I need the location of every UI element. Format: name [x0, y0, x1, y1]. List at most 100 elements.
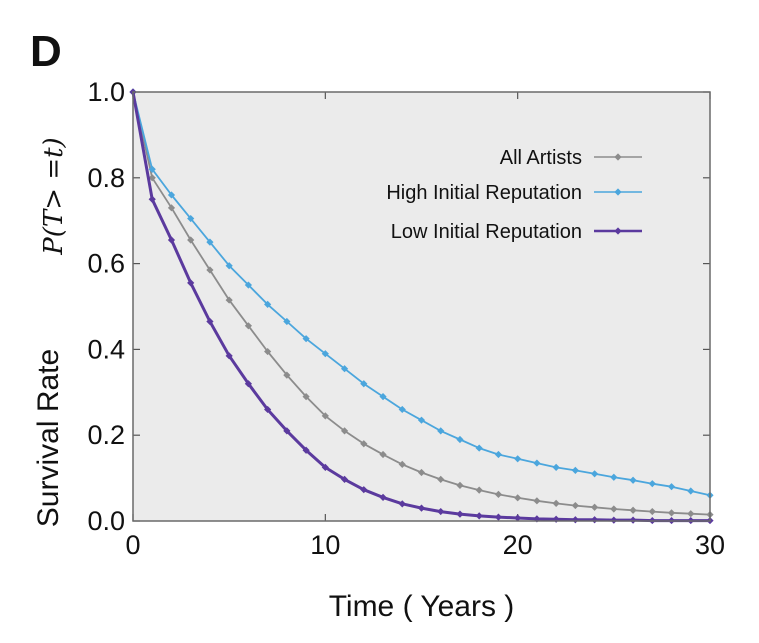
legend-label: All Artists: [500, 147, 582, 169]
data-point: [264, 405, 272, 414]
data-point: [398, 460, 406, 468]
data-point: [533, 497, 541, 505]
data-point: [302, 335, 310, 343]
data-point: [206, 238, 214, 246]
x-tick-label: 30: [695, 530, 725, 560]
data-point: [340, 475, 349, 483]
y-tick-label: 0.8: [87, 163, 125, 193]
y-axis-title: Survival Rate: [32, 349, 65, 527]
data-point: [456, 435, 464, 444]
data-point: [167, 191, 176, 199]
data-point: [264, 347, 272, 356]
data-point: [667, 483, 676, 491]
series-high-initial-reputation: [129, 88, 714, 499]
data-point: [610, 516, 618, 524]
y-axis-ticks: 0.0 0.2 0.4 0.6 0.8 1.0: [87, 77, 710, 536]
legend-marker: [614, 188, 622, 196]
data-point: [264, 300, 272, 308]
data-point: [475, 486, 483, 494]
data-point: [148, 174, 156, 182]
data-point: [687, 510, 695, 518]
x-tick-label: 0: [125, 530, 140, 560]
data-point: [571, 501, 579, 510]
data-point: [187, 279, 195, 287]
data-point: [225, 296, 233, 304]
data-point: [514, 494, 522, 502]
data-point: [321, 463, 329, 471]
data-point: [417, 468, 426, 477]
data-point: [379, 493, 387, 502]
data-point: [475, 512, 483, 520]
legend: All Artists High Initial Reputation Low In…: [386, 147, 642, 243]
data-point: [244, 281, 252, 289]
data-point: [648, 507, 656, 516]
data-point: [187, 236, 195, 244]
panel-label: D: [30, 27, 62, 76]
data-point: [494, 450, 503, 459]
data-point: [437, 507, 445, 516]
data-point: [494, 513, 503, 521]
y-tick-label: 0.4: [87, 334, 125, 364]
data-point: [148, 195, 156, 203]
data-point: [302, 392, 310, 401]
data-point: [360, 380, 368, 388]
data-point: [533, 515, 541, 523]
data-point: [187, 214, 195, 223]
data-point: [552, 463, 560, 471]
data-point: [379, 392, 387, 401]
data-point: [437, 427, 445, 435]
data-point: [283, 317, 291, 326]
plot-frame: [132, 91, 711, 522]
data-point: [379, 450, 387, 459]
data-point: [167, 236, 176, 244]
data-point: [206, 317, 214, 326]
data-point: [225, 262, 233, 270]
data-point: [244, 380, 252, 388]
data-point: [629, 516, 637, 524]
data-point: [360, 486, 368, 494]
data-point: [321, 412, 329, 420]
data-point: [244, 322, 252, 330]
data-point: [591, 470, 599, 478]
legend-label: High Initial Reputation: [386, 182, 582, 204]
data-point: [610, 505, 618, 513]
plot-background: [133, 92, 710, 521]
data-point: [148, 165, 156, 173]
data-point: [475, 444, 483, 452]
data-point: [340, 365, 349, 373]
data-point: [552, 499, 560, 508]
data-point: [283, 371, 291, 379]
data-point: [456, 481, 464, 489]
data-point: [629, 476, 637, 484]
x-axis-ticks: 0 10 20 30: [125, 92, 725, 560]
data-point: [283, 427, 291, 435]
data-point: [167, 204, 176, 212]
data-point: [437, 475, 445, 483]
y-axis-math-label: P(T> =t): [39, 137, 69, 255]
y-tick-label: 0.0: [87, 506, 125, 536]
y-tick-label: 0.6: [87, 249, 125, 279]
legend-label: Low Initial Reputation: [391, 221, 582, 243]
x-tick-label: 10: [310, 530, 340, 560]
data-point: [398, 500, 406, 508]
data-point: [360, 440, 368, 448]
y-tick-label: 0.2: [87, 420, 125, 450]
data-point: [417, 416, 426, 424]
data-point: [225, 352, 233, 360]
data-point: [398, 405, 406, 414]
data-point: [629, 506, 637, 514]
x-axis-title: Time ( Years ): [329, 590, 515, 623]
y-tick-label: 1.0: [87, 77, 125, 107]
legend-marker: [614, 227, 622, 235]
data-point: [302, 446, 310, 454]
data-point: [667, 509, 676, 517]
data-point: [514, 455, 522, 463]
data-point: [648, 480, 656, 488]
data-point: [514, 514, 522, 522]
series-all-artists: [129, 88, 714, 519]
data-point: [321, 350, 329, 358]
data-point: [610, 473, 618, 481]
data-point: [591, 503, 599, 511]
